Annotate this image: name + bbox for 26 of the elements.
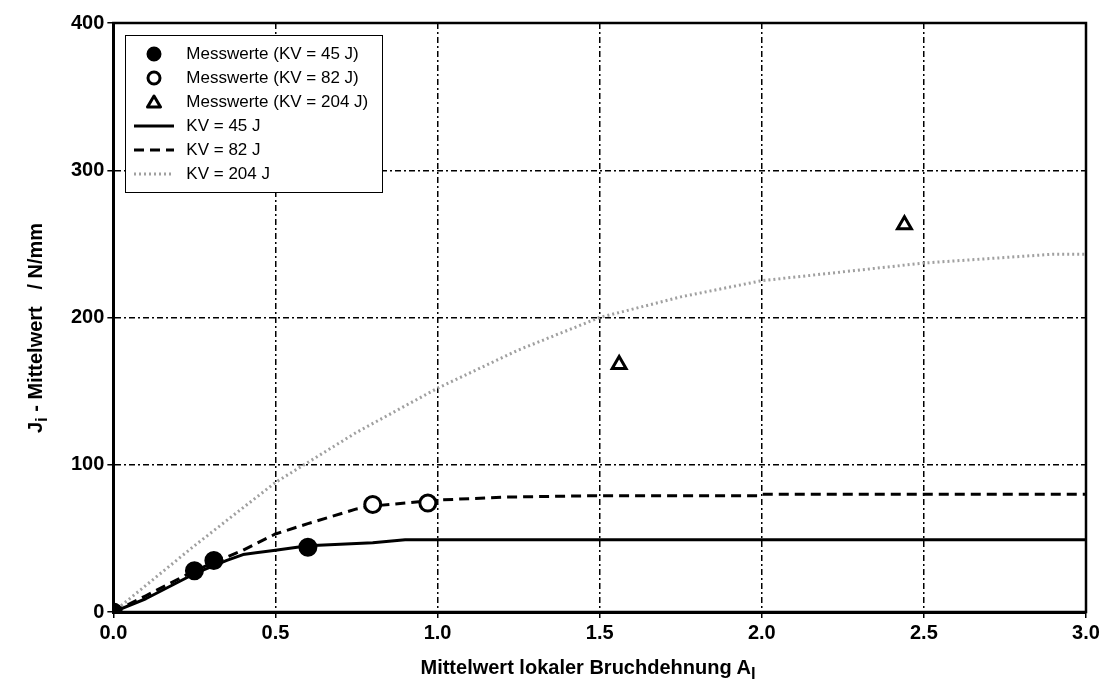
legend-label: KV = 204 J [186, 163, 270, 185]
x-tick-label: 3.0 [1072, 620, 1100, 643]
y-tick-label: 400 [70, 10, 105, 33]
x-tick-label: 2.0 [747, 620, 776, 643]
x-tick-label: 1.0 [423, 620, 452, 643]
x-tick-label: 2.5 [909, 620, 938, 643]
legend-label: Messwerte (KV = 204 J) [186, 91, 369, 113]
y-tick-label: 0 [93, 599, 105, 622]
point [204, 550, 224, 570]
point [610, 355, 628, 371]
legend-label: KV = 45 J [186, 115, 261, 137]
point [184, 561, 204, 581]
point [363, 495, 383, 515]
x-tick-label: 0.0 [99, 620, 128, 643]
legend-label: Messwerte (KV = 45 J) [186, 43, 359, 65]
x-axis-title: Mittelwert lokaler Bruchdehnung A$_{l}$ [419, 656, 757, 684]
point [298, 537, 318, 557]
point [896, 215, 913, 231]
y-tick-label: 200 [70, 305, 105, 328]
point [418, 493, 438, 513]
legend-label: Messwerte (KV = 82 J) [186, 67, 359, 89]
x-tick-label: 1.5 [585, 620, 614, 643]
y-tick-label: 300 [70, 157, 105, 180]
legend-label: KV = 82 J [186, 139, 261, 161]
x-tick-label: 0.5 [261, 620, 290, 643]
y-tick-label: 100 [70, 452, 105, 475]
